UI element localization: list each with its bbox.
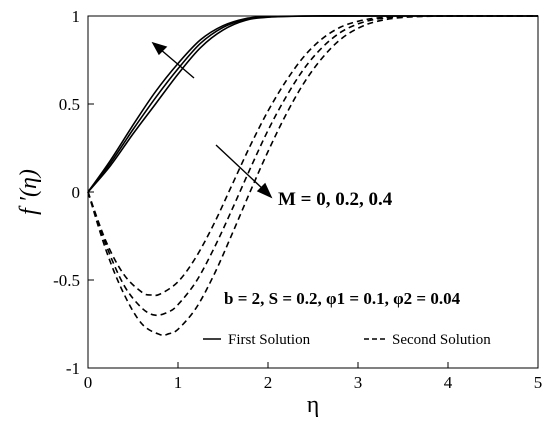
x-tick-label: 5 <box>534 373 543 392</box>
x-axis-label: η <box>307 392 320 418</box>
fixed-parameters-annotation: b = 2, S = 0.2, φ1 = 0.1, φ2 = 0.04 <box>224 289 461 308</box>
y-tick-label: 1 <box>72 7 81 26</box>
first-solution-arrow <box>151 41 195 79</box>
x-tick-label: 4 <box>444 373 453 392</box>
y-tick-label: 0 <box>72 183 81 202</box>
first-solution-curve-m-0 <box>87 15 538 193</box>
ticks: 0 1 2 3 4 5 -1 -0.5 0 0.5 1 <box>53 7 542 392</box>
curves <box>87 15 539 337</box>
second-solution-arrow <box>215 144 273 199</box>
x-tick-label: 1 <box>174 373 183 392</box>
x-tick-label: 0 <box>84 373 93 392</box>
y-tick-label: -0.5 <box>53 271 80 290</box>
y-tick-label: 0.5 <box>59 95 80 114</box>
x-tick-label: 2 <box>264 373 273 392</box>
second-solution-curve-m-0-2 <box>87 15 539 317</box>
y-axis-label: f ′(η) <box>16 169 42 215</box>
y-tick-label: -1 <box>66 359 80 378</box>
second-solution-curve-m-0-4 <box>87 15 539 337</box>
parameter-sweep-annotation: M = 0, 0.2, 0.4 <box>278 189 393 210</box>
first-solution-curve-m-0-4 <box>87 15 538 193</box>
legend-label-first: First Solution <box>228 332 311 348</box>
legend-label-second: Second Solution <box>392 332 491 348</box>
x-tick-label: 3 <box>354 373 363 392</box>
second-solution-curve-m-0 <box>87 15 539 297</box>
legend: First Solution Second Solution <box>203 332 491 348</box>
